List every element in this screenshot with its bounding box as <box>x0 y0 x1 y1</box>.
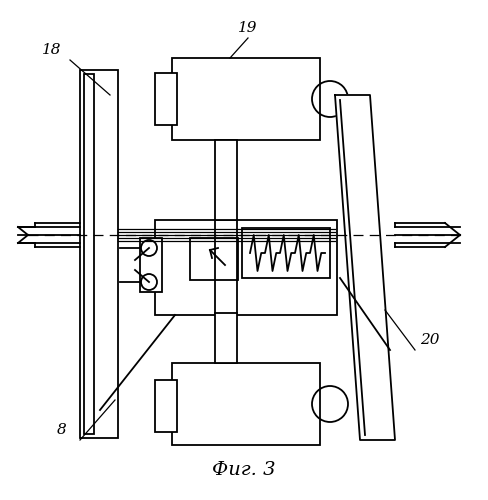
Bar <box>155 73 177 125</box>
Bar <box>242 228 329 278</box>
Bar <box>190 238 238 280</box>
Bar <box>84 74 94 434</box>
Bar <box>215 313 237 363</box>
Text: 20: 20 <box>419 333 439 347</box>
Bar <box>155 220 336 315</box>
Bar <box>155 380 177 432</box>
Bar <box>80 70 118 438</box>
Text: Фиг. 3: Фиг. 3 <box>212 461 275 479</box>
Polygon shape <box>18 227 35 243</box>
Bar <box>172 58 319 140</box>
Bar <box>140 238 162 292</box>
Text: 8: 8 <box>57 423 67 437</box>
Text: 19: 19 <box>238 21 257 35</box>
Polygon shape <box>334 95 394 440</box>
Bar <box>215 140 237 220</box>
Text: 18: 18 <box>42 43 61 57</box>
Bar <box>172 363 319 445</box>
